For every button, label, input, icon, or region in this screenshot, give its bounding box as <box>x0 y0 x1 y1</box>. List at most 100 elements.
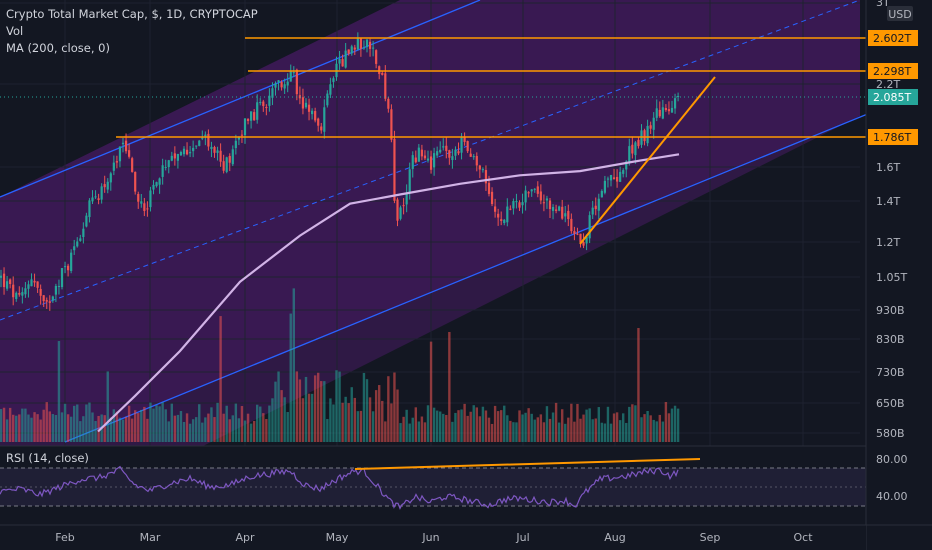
volume-bar <box>356 411 360 442</box>
last-price-tag <box>868 89 918 105</box>
candle <box>368 41 372 49</box>
volume-bar <box>88 402 91 442</box>
candle <box>91 197 94 202</box>
volume-bar <box>365 379 369 442</box>
candle <box>94 196 97 198</box>
candle <box>515 200 518 203</box>
volume-bar <box>423 422 427 442</box>
candle <box>225 157 228 172</box>
candle <box>36 281 39 288</box>
candle <box>246 119 250 121</box>
volume-bar <box>338 371 341 442</box>
volume-bar <box>618 420 622 442</box>
candle <box>445 145 448 151</box>
candle <box>426 158 430 161</box>
candle <box>612 177 616 180</box>
volume-bar <box>643 414 646 442</box>
volume-bar <box>518 410 521 442</box>
candle <box>451 156 454 160</box>
candle <box>393 138 396 201</box>
candle <box>433 153 436 168</box>
candle <box>103 184 106 188</box>
legend: Crypto Total Market Cap, $, 1D, CRYPTOCA… <box>6 7 258 465</box>
candle <box>518 202 521 208</box>
candle <box>582 242 585 246</box>
volume-bar <box>384 421 387 442</box>
candle <box>222 161 225 171</box>
volume-bar <box>588 408 591 442</box>
candle <box>643 130 646 142</box>
x-tick-label: Aug <box>604 531 625 544</box>
candle <box>243 118 247 136</box>
volume-bar <box>219 316 222 442</box>
volume-bar <box>268 405 271 442</box>
volume-bar <box>252 421 256 442</box>
candle <box>39 288 42 296</box>
level-tag-1786T <box>868 129 918 145</box>
currency-label: USD <box>888 8 912 21</box>
volume-bar <box>564 423 567 442</box>
candle <box>512 201 515 209</box>
candle <box>417 147 420 162</box>
candle <box>317 118 320 126</box>
volume-bar <box>30 417 33 442</box>
candle <box>314 111 317 121</box>
candle <box>332 78 335 82</box>
volume-bar <box>612 413 616 442</box>
y-tick-label: 930B <box>876 304 905 317</box>
candle <box>271 88 274 98</box>
candle <box>658 109 661 117</box>
volume-bar <box>545 406 549 442</box>
candle <box>576 233 579 235</box>
volume-bar <box>551 412 555 442</box>
candle <box>48 301 51 303</box>
candle <box>497 213 500 218</box>
candle <box>240 134 244 136</box>
volume-bar <box>185 413 189 442</box>
candle <box>591 207 594 215</box>
candle <box>600 190 603 198</box>
candle <box>439 149 442 153</box>
volume-bar <box>176 414 180 442</box>
candle <box>436 151 439 156</box>
volume-bar <box>512 422 515 442</box>
volume-bar <box>658 414 661 442</box>
channel-fill <box>0 0 860 442</box>
volume-bar <box>573 421 576 442</box>
volume-bar <box>673 405 677 442</box>
volume-bar <box>600 422 604 442</box>
candle <box>670 107 674 113</box>
candle <box>378 66 381 74</box>
candle <box>170 155 173 161</box>
volume-bar <box>542 422 546 442</box>
volume-bar <box>54 415 58 442</box>
candle <box>402 205 405 207</box>
candle <box>341 59 344 67</box>
volume-bar <box>277 371 280 442</box>
candle <box>121 142 125 145</box>
y-tick-label: 730B <box>876 366 905 379</box>
candle <box>487 182 491 194</box>
volume-bar <box>76 404 79 442</box>
candle <box>667 109 671 112</box>
candle <box>372 47 375 49</box>
last-price-text: 2.085T <box>873 91 911 104</box>
volume-bar <box>164 409 167 442</box>
volume-bar <box>307 393 311 442</box>
currency-badge[interactable] <box>887 6 913 21</box>
volume-bar <box>396 389 399 442</box>
candle <box>390 109 393 140</box>
candle <box>234 140 237 149</box>
volume-bar <box>606 406 610 442</box>
volume-bar <box>155 405 158 442</box>
candle <box>481 169 484 171</box>
volume-bar <box>582 414 585 442</box>
volume-bar <box>405 409 408 442</box>
candle <box>131 158 134 172</box>
candle <box>664 107 667 111</box>
candle <box>207 133 210 147</box>
candle <box>51 296 54 301</box>
volume-bar <box>536 417 539 442</box>
